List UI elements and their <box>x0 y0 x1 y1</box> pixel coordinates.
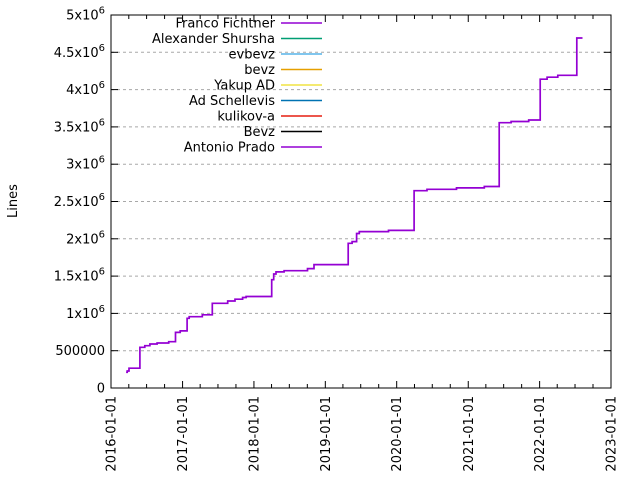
legend-entry-label: Antonio Prado <box>184 141 275 156</box>
y-tick-label: 4x106 <box>66 80 105 98</box>
y-tick-label: 5x106 <box>66 6 105 24</box>
x-tick-label: 2016-01-01 <box>105 396 120 472</box>
y-tick-label: 3.5x106 <box>54 117 105 135</box>
legend-entry-label: Alexander Shursha <box>152 32 275 47</box>
y-tick-label: 1.5x106 <box>54 267 105 285</box>
x-tick-label: 2017-01-01 <box>176 396 191 472</box>
y-tick-label: 0 <box>97 382 105 397</box>
y-tick-label: 4.5x106 <box>54 43 105 61</box>
legend-entry-label: evbevz <box>229 48 276 63</box>
y-tick-label: 500000 <box>55 344 105 359</box>
y-tick-label: 3x106 <box>66 155 105 173</box>
legend-entry-label: Yakup AD <box>213 79 275 94</box>
legend-entry-label: kulikov-a <box>217 110 275 125</box>
y-axis-title: Lines <box>6 184 21 218</box>
legend-entry-label: Bevz <box>244 125 276 140</box>
y-tick-label: 2x106 <box>66 229 105 247</box>
y-tick-label: 1x106 <box>66 304 105 322</box>
legend-entry-label: bevz <box>244 63 275 78</box>
y-tick-label: 2.5x106 <box>54 192 105 210</box>
x-tick-label: 2019-01-01 <box>319 396 334 472</box>
legend-entry-label: Ad Schellevis <box>189 94 275 109</box>
x-tick-label: 2023-01-01 <box>605 396 620 472</box>
x-tick-label: 2022-01-01 <box>533 396 548 472</box>
legend-entry-label: Franco Fichtner <box>175 17 275 32</box>
x-tick-label: 2021-01-01 <box>462 396 477 472</box>
data-line <box>126 37 583 374</box>
x-tick-label: 2018-01-01 <box>247 396 262 472</box>
x-tick-label: 2020-01-01 <box>390 396 405 472</box>
